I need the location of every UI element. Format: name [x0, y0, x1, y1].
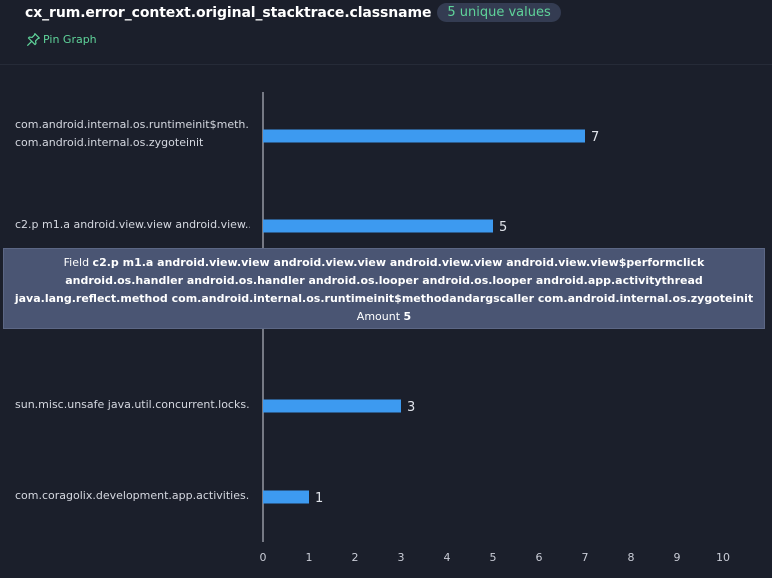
- tooltip-amount-line: Amount 5: [4, 308, 764, 326]
- tooltip-amount-value: 5: [403, 310, 412, 323]
- bar-value-label: 3: [407, 400, 415, 415]
- title-row: cx_rum.error_context.original_stacktrace…: [25, 3, 561, 22]
- tooltip-amount-label: Amount: [356, 310, 401, 323]
- bar-value-label: 1: [315, 491, 323, 506]
- pin-icon: [27, 33, 40, 46]
- category-label: c2.p m1.a android.view.view android.view…: [15, 218, 250, 231]
- x-tick-label: 0: [260, 551, 267, 564]
- category-label: com.android.internal.os.zygoteinit: [15, 136, 204, 149]
- tooltip-field-line: Field c2.p m1.a android.view.view androi…: [4, 254, 764, 308]
- tooltip-field-value: c2.p m1.a android.view.view android.view…: [14, 256, 754, 305]
- category-label: sun.misc.unsafe java.util.concurrent.loc…: [15, 398, 250, 411]
- x-tick-label: 5: [490, 551, 497, 564]
- pin-graph-label: Pin Graph: [43, 33, 97, 46]
- chart-title: cx_rum.error_context.original_stacktrace…: [25, 4, 432, 21]
- bar-value-label: 7: [591, 130, 599, 145]
- x-tick-label: 2: [352, 551, 359, 564]
- chart-header: cx_rum.error_context.original_stacktrace…: [0, 0, 772, 65]
- tooltip-field-label: Field: [63, 256, 90, 269]
- x-tick-label: 6: [536, 551, 543, 564]
- bar-value-label: 5: [499, 220, 507, 235]
- bar[interactable]: [263, 219, 493, 233]
- unique-values-badge: 5 unique values: [437, 3, 561, 22]
- x-tick-label: 9: [674, 551, 681, 564]
- pin-graph-button[interactable]: Pin Graph: [26, 32, 97, 47]
- category-label: com.coragolix.development.app.activities…: [15, 489, 250, 502]
- x-tick-label: 10: [716, 551, 730, 564]
- chart-tooltip: Field c2.p m1.a android.view.view androi…: [3, 248, 765, 329]
- bar[interactable]: [263, 399, 401, 413]
- category-label: com.android.internal.os.runtimeinit$meth…: [15, 118, 250, 131]
- bar[interactable]: [263, 490, 309, 504]
- x-tick-label: 1: [306, 551, 313, 564]
- x-tick-label: 4: [444, 551, 451, 564]
- x-tick-label: 8: [628, 551, 635, 564]
- bar[interactable]: [263, 129, 585, 143]
- x-tick-label: 3: [398, 551, 405, 564]
- x-tick-label: 7: [582, 551, 589, 564]
